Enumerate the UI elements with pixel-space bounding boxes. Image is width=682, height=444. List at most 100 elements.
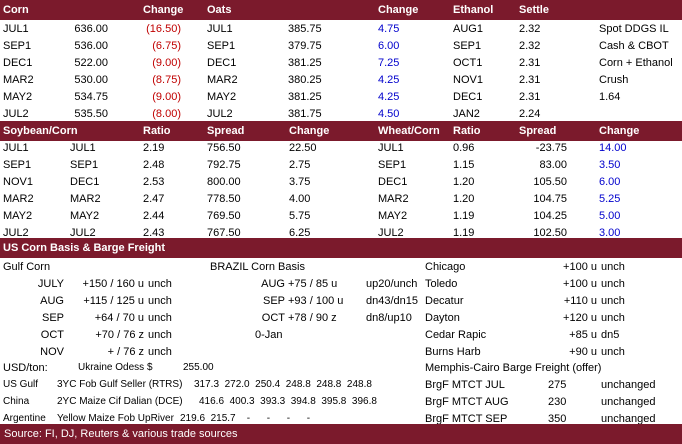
wheat-corn-change: 3.50 [599,159,621,171]
soy-corn-spread: 778.50 [207,193,241,205]
wheat-corn-change: 14.00 [599,142,627,154]
barge-value: 230 [548,396,567,408]
corn-month: JUL1 [70,142,96,154]
city-name: Decatur [425,295,464,307]
gulf-change: unch [148,329,172,341]
oats-change: 4.75 [378,23,400,35]
corn-price: 535.50 [74,108,108,120]
origin-country: Argentine [3,413,46,424]
city-basis: +85 u [569,329,597,341]
brazil-change: up20/unch [366,278,418,290]
oats-price: 381.25 [288,91,322,103]
section-title-basis: US Corn Basis & Barge Freight [3,242,165,254]
barge-value: 350 [548,413,567,425]
gulf-basis: +150 / 160 u [82,278,144,290]
oats-change: 6.00 [378,40,400,52]
ethanol-settle: 2.32 [519,23,541,35]
corn-price: 536.00 [74,40,108,52]
source-text: Source: FI, DJ, Reuters & various trade … [4,428,238,440]
gulf-month: JULY [37,278,64,290]
ethanol-month: SEP1 [453,40,482,52]
wheat-corn-ratio: 1.19 [453,227,475,239]
soy-corn-change: 3.75 [289,176,311,188]
oats-month: JUL2 [207,108,233,120]
ukraine-value: 255.00 [183,362,214,373]
city-change: unch [601,295,625,307]
city-change: unch [601,278,625,290]
header-spread-change: Change [289,125,330,137]
soy-month: SEP1 [3,159,32,171]
header-wheat-spread: Spread [519,125,557,137]
soy-corn-spread: 769.50 [207,210,241,222]
origin-values: 416.6 400.3 393.3 394.8 395.8 396.8 [199,396,377,407]
oats-month: DEC1 [207,57,237,69]
oats-month: MAR2 [207,74,238,86]
brazil-month: AUG [261,278,285,290]
soy-corn-change: 2.75 [289,159,311,171]
soy-corn-ratio: 2.48 [143,159,165,171]
wheat-month: MAY2 [378,210,408,222]
wheat-corn-spread: 83.00 [539,159,567,171]
ethanol-settle: 2.31 [519,57,541,69]
origin-country: US Gulf [3,379,39,390]
gulf-change: unch [148,346,172,358]
barge-label: BrgF MTCT AUG [425,396,509,408]
city-basis: +100 u [563,278,597,290]
corn-month: DEC1 [3,57,33,69]
brazil-month: SEP [262,295,285,307]
gulf-basis: +64 / 70 u [94,312,144,324]
oats-price: 385.75 [288,23,322,35]
wheat-corn-spread: -23.75 [535,142,567,154]
usd-ton-label: USD/ton: [3,362,48,374]
gulf-basis: + / 76 z [107,346,144,358]
soy-corn-spread: 800.00 [207,176,241,188]
header-spread: Spread [207,125,245,137]
ethanol-note: Cash & CBOT [599,40,669,52]
soy-month: MAR2 [3,193,34,205]
city-name: Toledo [425,278,458,290]
wheat-month: JUL2 [378,227,404,239]
soy-corn-change: 4.00 [289,193,311,205]
header-wheat-corn: Wheat/Corn [378,125,440,137]
oats-month: JUL1 [207,23,233,35]
city-name: Dayton [425,312,460,324]
soy-corn-ratio: 2.43 [143,227,165,239]
wheat-corn-change: 3.00 [599,227,621,239]
origin-country: China [3,396,30,407]
header-ratio: Ratio [143,125,171,137]
barge-change: unchanged [601,413,656,425]
brazil-basis: +78 / 90 z [288,312,337,324]
oats-month: SEP1 [207,40,236,52]
gulf-change: unch [148,278,172,290]
corn-change: (9.00) [152,91,181,103]
corn-month: JUL2 [70,227,96,239]
barge-label: BrgF MTCT JUL [425,379,505,391]
header-oats: Oats [207,4,232,16]
oats-change: 7.25 [378,57,400,69]
brazil-change: dn43/dn15 [366,295,418,307]
corn-change: (6.75) [152,40,181,52]
origin-values: 317.3 272.0 250.4 248.8 248.8 248.8 [194,379,372,390]
ukraine-currency: $ [147,362,153,373]
soy-corn-ratio: 2.44 [143,210,165,222]
oats-price: 379.75 [288,40,322,52]
wheat-corn-ratio: 1.20 [453,193,475,205]
header-oats-change: Change [378,4,419,16]
gulf-corn-title: Gulf Corn [3,261,51,273]
city-name: Cedar Rapic [425,329,487,341]
header-corn-oats-ethanol: Corn Change Oats Change Ethanol Settle [0,0,682,20]
soy-month: JUL1 [3,142,29,154]
soy-month: NOV1 [3,176,33,188]
corn-price: 530.00 [74,74,108,86]
ethanol-month: OCT1 [453,57,483,69]
city-change: unch [601,261,625,273]
brazil-corn-title: BRAZIL Corn Basis [210,261,305,273]
ethanol-month: DEC1 [453,91,483,103]
wheat-corn-ratio: 1.20 [453,176,475,188]
brazil-month: OCT [261,312,285,324]
soy-month: MAY2 [3,210,33,222]
barge-change: unchanged [601,396,656,408]
wheat-month: JUL1 [378,142,404,154]
corn-month: SEP1 [70,159,99,171]
corn-month: MAY2 [70,210,100,222]
